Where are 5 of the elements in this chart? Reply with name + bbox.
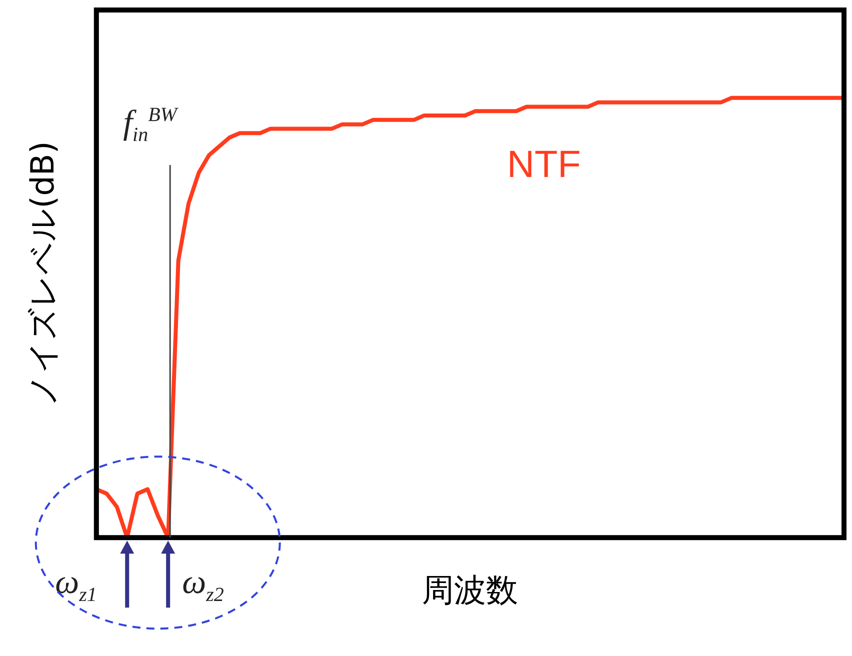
series-label: NTF xyxy=(507,144,581,186)
text: ω$_{z1}$ xyxy=(55,564,97,606)
text: ω$_{z2}$ xyxy=(182,564,224,606)
x-axis-title: 周波数 xyxy=(422,571,518,610)
y-axis-title: ノイズレベル(dB) xyxy=(24,141,62,406)
